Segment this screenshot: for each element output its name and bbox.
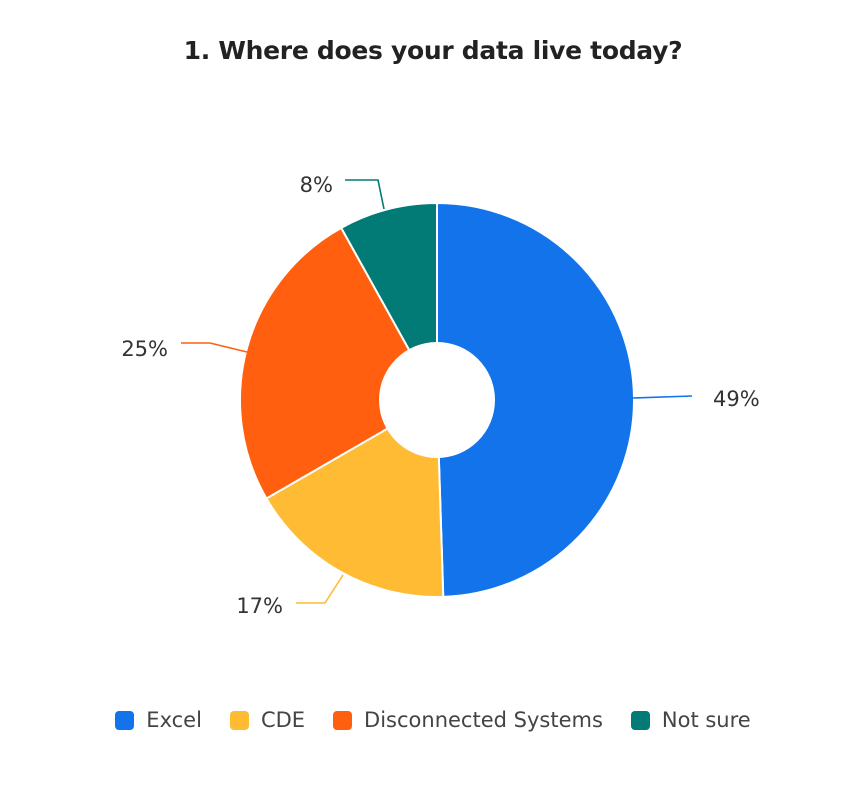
legend-label: Disconnected Systems [364, 708, 603, 732]
slice-label-cde: 17% [236, 594, 283, 618]
leader-lines-group [181, 179, 693, 604]
legend-swatch [229, 710, 249, 730]
legend-item-excel[interactable]: Excel [115, 708, 202, 732]
slice-cde[interactable] [265, 398, 445, 598]
slice-excel[interactable] [436, 201, 635, 598]
leader-line-excel [631, 395, 693, 399]
slice-label-not-sure: 8% [300, 173, 333, 197]
legend-label: Excel [146, 708, 202, 732]
legend-item-not-sure[interactable]: Not sure [630, 708, 751, 732]
legend-swatch [333, 710, 353, 730]
legend-label: CDE [260, 708, 306, 732]
chart-title: 1. Where does your data live today? [183, 36, 683, 65]
legend-swatch [115, 710, 135, 730]
legend-item-disconnected-systems[interactable]: Disconnected Systems [333, 708, 603, 732]
labels-group: 49% 17% 25% 8% [121, 173, 759, 618]
slice-label-excel: 49% [713, 387, 760, 411]
legend-item-cde[interactable]: CDE [229, 708, 306, 732]
slice-disconnected-systems[interactable] [239, 226, 439, 500]
leader-line-not-sure [345, 179, 385, 210]
legend-label: Not sure [661, 708, 751, 732]
legend: Excel CDE Disconnected Systems Not sure [0, 708, 866, 732]
leader-line-disconnected-systems [181, 342, 248, 353]
legend-swatch [630, 710, 650, 730]
donut-hole [379, 342, 495, 458]
donut-chart: 49% 17% 25% 8% [121, 173, 759, 618]
slice-label-disconnected-systems: 25% [121, 337, 168, 361]
leader-line-cde [296, 574, 344, 604]
